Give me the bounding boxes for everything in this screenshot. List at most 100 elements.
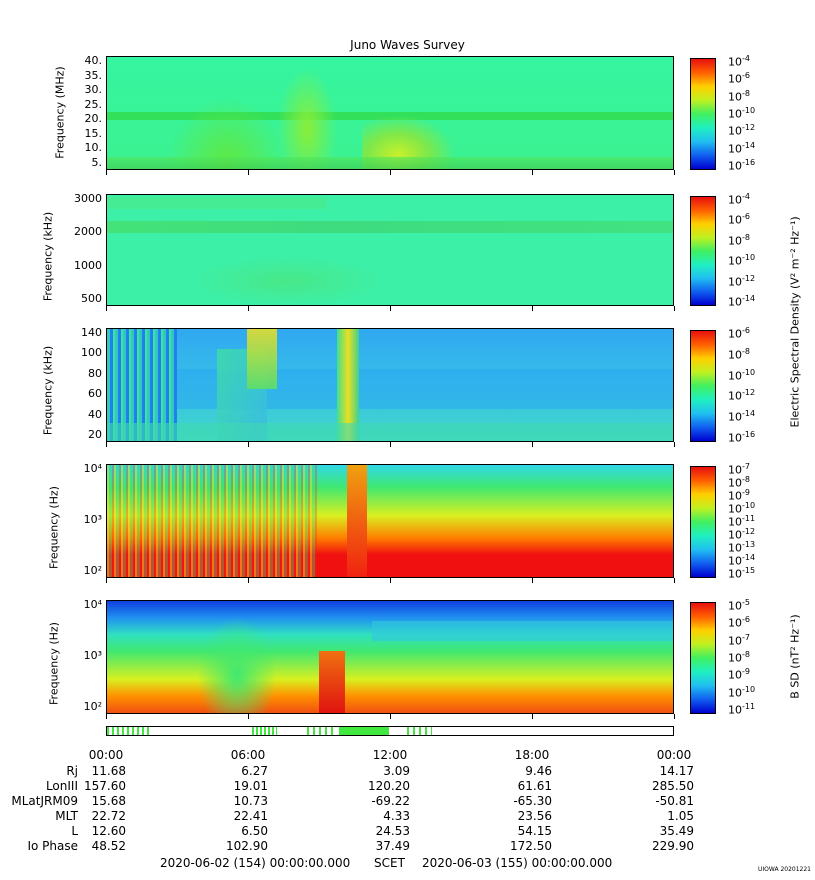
y-tick-label: 10⁴ <box>83 598 102 611</box>
ephemeris-value: 24.53 <box>375 824 410 838</box>
stamp: UIOWA 20201221 <box>757 866 811 873</box>
ephemeris-value: 102.90 <box>226 839 268 853</box>
x-tick-mark <box>674 714 675 719</box>
y-tick-label: 100 <box>81 346 102 360</box>
colorbar-tick-label: 10-14 <box>728 294 756 309</box>
ephemeris-value: 11.68 <box>91 764 126 778</box>
y-tick-label: 20. <box>84 112 103 126</box>
ephemeris-value: 229.90 <box>652 839 694 853</box>
colorbar-tick-label: 10-9 <box>728 667 750 682</box>
spectrogram-panel-1 <box>106 56 674 170</box>
colorbar-tick-label: 10-6 <box>728 212 750 228</box>
colorbar-tick-label: 10-10 <box>728 684 756 700</box>
colorbar-tick-label: 10-9 <box>728 488 750 503</box>
colorbar-1 <box>690 58 716 170</box>
y-tick-label: 30. <box>84 83 103 97</box>
footer-scet: SCET <box>374 856 405 870</box>
ylabel-panel-4: Frequency (Hz) <box>47 486 61 569</box>
footer-start: 2020-06-02 (154) 00:00:00.000 <box>160 856 351 870</box>
colorbar-tick-label: 10-6 <box>728 326 750 341</box>
colorbar-tick-label: 10-8 <box>728 88 750 104</box>
x-tick-mark <box>532 442 533 447</box>
colorbar-tick-label: 10-12 <box>728 527 756 542</box>
colorbar-tick-label: 10-13 <box>728 540 756 555</box>
colorbar-tick-label: 10-16 <box>728 158 756 173</box>
colorbar-4 <box>690 466 716 578</box>
spectrogram-panel-5 <box>106 600 674 714</box>
ephemeris-value: 23.56 <box>517 809 552 823</box>
ephemeris-value: 48.52 <box>91 839 126 853</box>
x-tick-mark <box>532 306 533 311</box>
colorbar-tick-label: 10-11 <box>728 514 756 529</box>
ephemeris-label: MLatJRM09 <box>11 794 78 808</box>
y-tick-label: 3000 <box>74 192 102 205</box>
ephemeris-value: -65.30 <box>513 794 552 808</box>
y-tick-label: 10² <box>83 564 102 577</box>
x-tick-mark <box>106 442 107 447</box>
ephemeris-value: 35.49 <box>659 824 694 838</box>
y-tick-label: 20 <box>88 428 102 441</box>
x-tick-mark <box>248 714 249 719</box>
ephemeris-value: 9.46 <box>525 764 552 778</box>
ephemeris-value: -50.81 <box>655 794 694 808</box>
colorbar-tick-label: 10-10 <box>728 501 756 516</box>
y-tick-label: 140 <box>81 326 102 339</box>
x-tick-3: 18:00 <box>514 748 550 762</box>
y-tick-label: 5. <box>91 156 103 169</box>
y-tick-label: 10³ <box>83 513 102 526</box>
x-tick-mark <box>674 578 675 583</box>
x-tick-mark <box>106 714 107 719</box>
x-tick-4: 00:00 <box>656 748 692 762</box>
colorbar-label-bsd: B SD (nT² Hz⁻¹) <box>788 614 802 699</box>
orbit-flag-bar <box>106 726 674 736</box>
y-tick-label: 80 <box>88 366 102 380</box>
x-tick-mark <box>390 714 391 719</box>
spectrogram-panel-2 <box>106 194 674 306</box>
colorbar-tick-label: 10-14 <box>728 140 756 156</box>
x-tick-mark <box>106 306 107 311</box>
x-tick-mark <box>390 170 391 175</box>
y-tick-label: 40. <box>84 54 103 67</box>
x-tick-mark <box>390 442 391 447</box>
x-tick-mark <box>532 170 533 175</box>
ephemeris-value: 22.72 <box>91 809 126 823</box>
ephemeris-label: Io Phase <box>27 839 78 853</box>
ephemeris-value: 14.17 <box>659 764 694 778</box>
x-tick-mark <box>674 306 675 311</box>
colorbar-tick-label: 10-7 <box>728 632 750 648</box>
colorbar-tick-label: 10-8 <box>728 475 750 490</box>
y-tick-label: 15. <box>84 126 103 140</box>
ephemeris-label: LonIII <box>45 779 78 793</box>
y-tick-label: 10⁴ <box>83 462 102 475</box>
colorbar-tick-label: 10-16 <box>728 430 756 445</box>
x-tick-mark <box>248 578 249 583</box>
colorbar-tick-label: 10-12 <box>728 123 756 138</box>
colorbar-tick-label: 10-10 <box>728 367 756 383</box>
spectrogram-panel-3 <box>106 328 674 442</box>
ephemeris-value: 157.60 <box>84 779 126 793</box>
ephemeris-label: Rj <box>66 764 78 778</box>
y-tick-label: 10² <box>83 700 102 713</box>
ylabel-panel-2: Frequency (kHz) <box>41 211 55 302</box>
colorbar-tick-label: 10-6 <box>728 71 750 86</box>
colorbar-tick-label: 10-4 <box>728 54 750 69</box>
ephemeris-value: 3.09 <box>383 764 410 778</box>
ephemeris-value: -69.22 <box>371 794 410 808</box>
colorbar-tick-label: 10-7 <box>728 462 750 477</box>
colorbar-tick-label: 10-8 <box>728 346 750 362</box>
colorbar-tick-label: 10-14 <box>728 409 756 424</box>
x-tick-mark <box>248 442 249 447</box>
colorbar-5 <box>690 602 716 714</box>
x-tick-mark <box>248 306 249 311</box>
colorbar-tick-label: 10-10 <box>728 253 756 268</box>
colorbar-tick-label: 10-5 <box>728 598 750 613</box>
colorbar-label-electric: Electric Spectral Density (V² m⁻² Hz⁻¹) <box>788 216 802 428</box>
y-tick-label: 25. <box>84 97 103 111</box>
colorbar-3 <box>690 330 716 442</box>
colorbar-tick-label: 10-14 <box>728 553 756 568</box>
y-tick-label: 60 <box>88 387 102 401</box>
ephemeris-value: 37.49 <box>375 839 410 853</box>
colorbar-tick-label: 10-4 <box>728 192 750 207</box>
ephemeris-label: L <box>71 824 78 838</box>
y-tick-label: 35. <box>84 68 103 82</box>
